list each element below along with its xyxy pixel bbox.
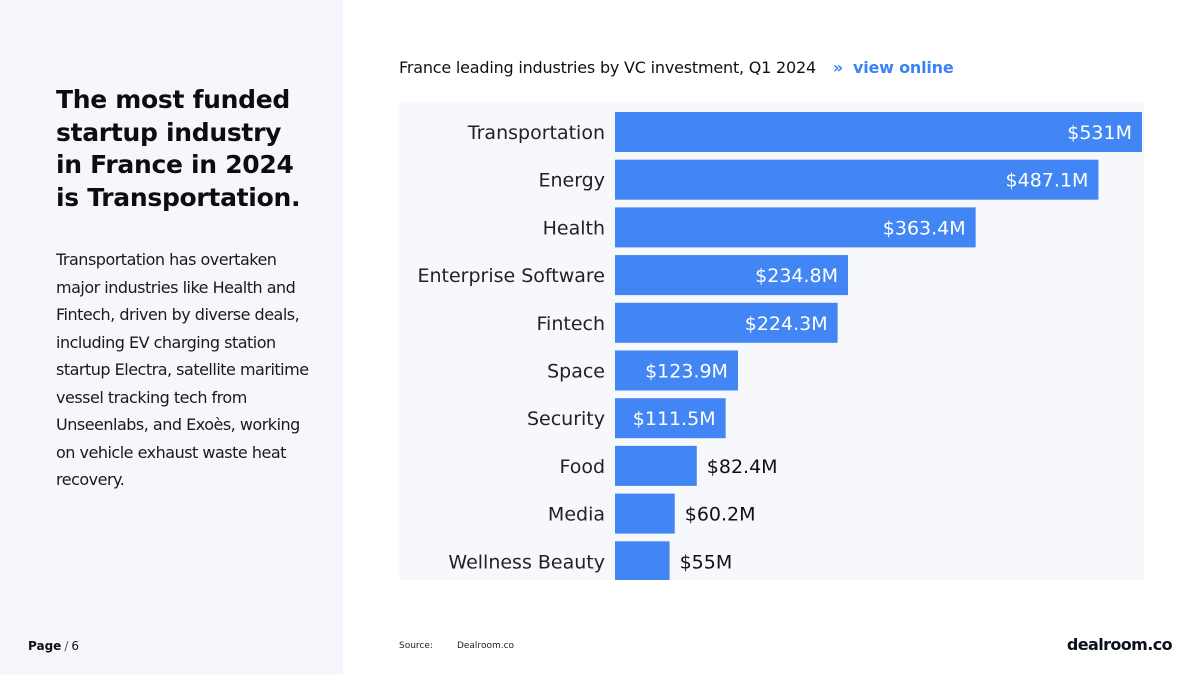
value-label: $123.9M <box>645 361 728 383</box>
view-online-link[interactable]: » view online <box>833 58 954 77</box>
bar <box>615 112 1142 152</box>
category-label: Energy <box>538 170 605 192</box>
category-label: Wellness Beauty <box>448 551 605 573</box>
bar <box>615 350 738 391</box>
value-label: $82.4M <box>707 456 778 478</box>
page-indicator: Page/6 <box>28 639 79 653</box>
bar <box>615 159 1099 200</box>
source-value: Dealroom.co <box>456 641 515 651</box>
value-label: $111.5M <box>633 408 716 430</box>
dealroom-logo: dealroom.co <box>1066 635 1173 654</box>
page-label: Page <box>28 639 62 653</box>
bar <box>615 541 670 580</box>
bar-chart: Transportation $531M Energy $487.1M Health $3… <box>417 112 1142 580</box>
chevron-right-icon: » <box>832 58 843 77</box>
chart-area: Transportation $531M Energy $487.1M Health $3… <box>399 102 1144 580</box>
value-label: $60.2M <box>685 504 756 526</box>
headline: The most funded startup industry in Fran… <box>56 85 301 212</box>
view-online-label: view online <box>853 58 954 77</box>
body-text: Transportation has overtaken major indus… <box>56 250 309 489</box>
bar <box>615 493 675 534</box>
value-label: $224.3M <box>745 313 828 335</box>
category-label: Security <box>527 408 605 430</box>
source-note: Source: Dealroom.co <box>399 641 514 651</box>
value-label: $531M <box>1067 122 1132 144</box>
bar <box>615 207 976 248</box>
category-label: Food <box>559 456 605 478</box>
chart-title: France leading industries by VC investme… <box>399 58 816 77</box>
value-label: $363.4M <box>883 217 966 239</box>
bar <box>615 398 726 439</box>
page-separator: / <box>64 639 69 653</box>
value-label: $234.8M <box>755 265 838 287</box>
category-label: Transportation <box>467 122 605 144</box>
left-panel <box>0 0 343 675</box>
category-label: Fintech <box>537 313 606 335</box>
category-label: Health <box>543 217 605 239</box>
category-label: Media <box>548 504 605 526</box>
category-label: Space <box>547 361 605 383</box>
bar <box>615 255 849 296</box>
source-label: Source: <box>399 641 433 651</box>
value-label: $487.1M <box>1006 170 1089 192</box>
category-label: Enterprise Software <box>417 265 605 287</box>
page-number: 6 <box>71 639 79 653</box>
chart-title-row: France leading industries by VC investme… <box>399 58 954 77</box>
bar <box>615 445 697 486</box>
bar <box>615 302 838 343</box>
value-label: $55M <box>680 551 733 573</box>
